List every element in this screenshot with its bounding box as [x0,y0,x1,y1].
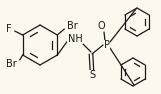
Text: F: F [6,24,12,34]
Text: Br: Br [6,59,17,69]
Text: P: P [104,40,110,50]
Text: Br: Br [67,21,78,31]
Text: NH: NH [68,34,82,44]
Text: S: S [89,70,95,80]
Text: O: O [97,21,105,31]
